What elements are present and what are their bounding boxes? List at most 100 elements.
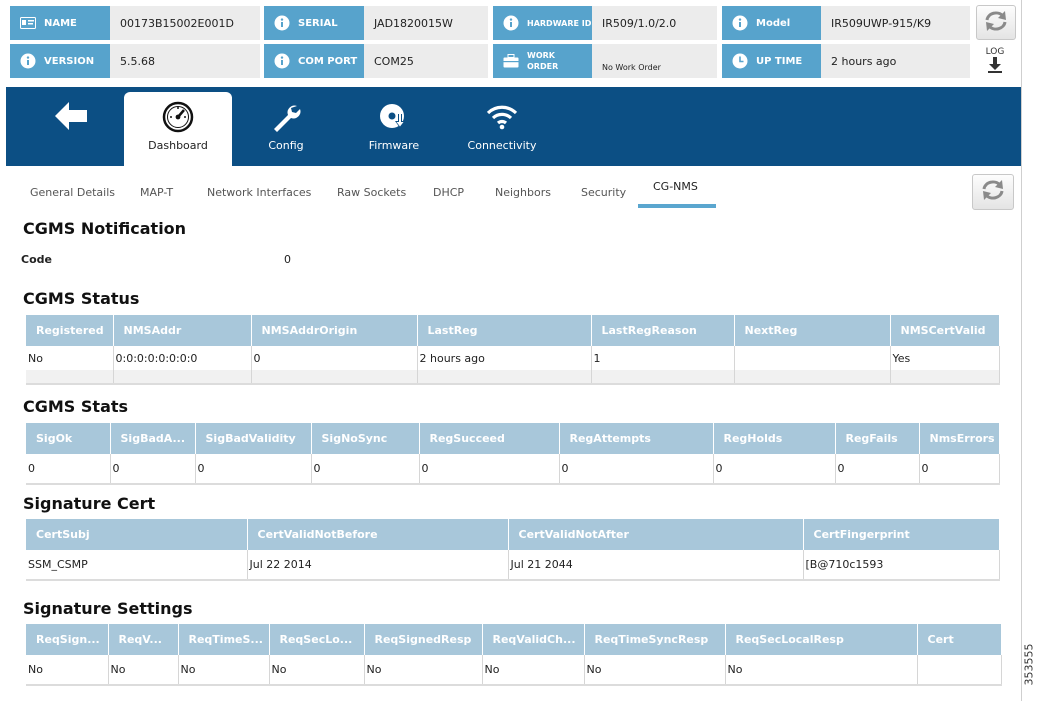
refresh-device-button[interactable]: [976, 5, 1016, 40]
table-cell: [917, 655, 1002, 686]
cgms-notification-title: CGMS Notification: [23, 219, 187, 238]
back-button[interactable]: [52, 101, 92, 135]
subtab-cg-nms[interactable]: CG-NMS: [653, 180, 698, 193]
column-header[interactable]: ReqTimeSyncResp: [584, 624, 726, 655]
refresh-tab-button[interactable]: [972, 174, 1014, 210]
column-header[interactable]: CertValidNotAfter: [508, 519, 804, 550]
table-cell: SSM_CSMP: [26, 550, 248, 581]
table-row[interactable]: 0 0 0 0 0 0 0 0 0: [26, 454, 1000, 485]
table-row[interactable]: No No No No No No No No: [26, 655, 1002, 686]
column-header[interactable]: NextReg: [734, 315, 891, 346]
comport-label: COM PORT: [264, 44, 364, 78]
subtab-neighbors[interactable]: Neighbors: [495, 186, 551, 199]
subtab-map-t[interactable]: MAP-T: [140, 186, 174, 199]
subtab-security[interactable]: Security: [581, 186, 627, 199]
table-cell: 0: [919, 454, 1000, 485]
column-header[interactable]: NMSCertValid: [890, 315, 1000, 346]
column-header[interactable]: ReqSecLocalResp: [725, 624, 918, 655]
column-header[interactable]: Cert: [917, 624, 1002, 655]
info-icon: [20, 53, 36, 69]
tab-firmware[interactable]: Firmware: [340, 92, 448, 166]
table-header-row: Registered NMSAddr NMSAddrOrigin LastReg…: [26, 315, 1000, 346]
column-header[interactable]: RegSucceed: [419, 423, 560, 454]
figure-number-text: 353555: [1022, 643, 1036, 686]
column-header[interactable]: RegFails: [835, 423, 920, 454]
download-log-button[interactable]: LOG: [978, 44, 1012, 78]
table-header-row: SigOk SigBadA... SigBadValidity SigNoSyn…: [26, 423, 1000, 454]
table-empty-row: [26, 370, 1000, 385]
uptime-label: UP TIME: [722, 44, 821, 78]
info-hardware-id: HARDWARE ID IR509/1.0/2.0: [493, 6, 717, 40]
signature-cert-title: Signature Cert: [23, 494, 156, 513]
column-header[interactable]: SigBadValidity: [195, 423, 312, 454]
column-header[interactable]: NMSAddrOrigin: [251, 315, 418, 346]
column-header[interactable]: ReqV...: [108, 624, 179, 655]
subtab-network-interfaces[interactable]: Network Interfaces: [207, 186, 312, 199]
column-header[interactable]: Registered: [26, 315, 114, 346]
comport-value: COM25: [364, 44, 488, 78]
table-cell: 0: [26, 454, 111, 485]
tab-connectivity[interactable]: Connectivity: [448, 92, 556, 166]
info-icon: [274, 15, 290, 31]
info-icon: [274, 53, 290, 69]
info-up-time: UP TIME 2 hours ago: [722, 44, 970, 78]
table-header-row: CertSubj CertValidNotBefore CertValidNot…: [26, 519, 1000, 550]
column-header[interactable]: RegAttempts: [559, 423, 714, 454]
name-label: NAME: [10, 6, 110, 40]
table-cell: 0: [419, 454, 560, 485]
tab-dashboard-label: Dashboard: [148, 139, 208, 152]
uptime-value: 2 hours ago: [821, 44, 970, 78]
column-header[interactable]: SigNoSync: [311, 423, 420, 454]
column-header[interactable]: ReqTimeS...: [178, 624, 270, 655]
column-header[interactable]: SigOk: [26, 423, 111, 454]
info-name: NAME 00173B15002E001D: [10, 6, 260, 40]
device-info-bar: NAME 00173B15002E001D SERIAL JAD1820015W…: [0, 0, 1022, 86]
info-version: VERSION 5.5.68: [10, 44, 260, 78]
column-header[interactable]: ReqSignedResp: [364, 624, 483, 655]
tab-dashboard[interactable]: Dashboard: [124, 92, 232, 166]
model-value: IR509UWP-915/K9: [821, 6, 970, 40]
column-header[interactable]: NMSAddr: [113, 315, 252, 346]
column-header[interactable]: LastReg: [417, 315, 592, 346]
table-cell: [B@710c1593: [803, 550, 1000, 581]
table-cell: No: [26, 655, 109, 686]
column-header[interactable]: CertValidNotBefore: [247, 519, 509, 550]
table-cell: No: [178, 655, 270, 686]
figure-number: 353555: [1022, 640, 1040, 690]
tab-config[interactable]: Config: [232, 92, 340, 166]
column-header[interactable]: ReqSecLo...: [269, 624, 365, 655]
column-header[interactable]: RegHolds: [713, 423, 836, 454]
column-header[interactable]: SigBadA...: [110, 423, 196, 454]
table-cell: No: [269, 655, 365, 686]
log-label: LOG: [985, 46, 1005, 57]
back-arrow-icon: [55, 102, 89, 134]
active-tab-indicator: [638, 204, 716, 208]
model-label: Model: [722, 6, 821, 40]
table-cell: 0: [110, 454, 196, 485]
hardware-value: IR509/1.0/2.0: [592, 6, 717, 40]
table-cell: Yes: [890, 346, 1000, 370]
column-header[interactable]: ReqValidCh...: [482, 624, 585, 655]
column-header[interactable]: CertSubj: [26, 519, 248, 550]
column-header[interactable]: NmsErrors: [919, 423, 1000, 454]
workorder-label: WORK ORDER: [493, 44, 592, 78]
subtab-raw-sockets[interactable]: Raw Sockets: [337, 186, 407, 199]
subtab-dhcp[interactable]: DHCP: [433, 186, 465, 199]
info-model: Model IR509UWP-915/K9: [722, 6, 970, 40]
info-serial: SERIAL JAD1820015W: [264, 6, 488, 40]
version-value: 5.5.68: [110, 44, 260, 78]
column-header[interactable]: CertFingerprint: [803, 519, 1000, 550]
table-row[interactable]: SSM_CSMP Jul 22 2014 Jul 21 2044 [B@710c…: [26, 550, 1000, 581]
table-cell: Jul 21 2044: [508, 550, 804, 581]
refresh-icon: [980, 179, 1006, 205]
table-cell: 1: [591, 346, 735, 370]
tab-config-label: Config: [268, 139, 304, 152]
version-label: VERSION: [10, 44, 110, 78]
column-header[interactable]: LastRegReason: [591, 315, 735, 346]
info-icon: [732, 15, 748, 31]
column-header[interactable]: ReqSign...: [26, 624, 109, 655]
cgms-status-title: CGMS Status: [23, 289, 140, 308]
subtab-general-details[interactable]: General Details: [30, 186, 115, 199]
sub-tab-bar: General Details MAP-T Network Interfaces…: [6, 166, 1021, 211]
table-row[interactable]: No 0:0:0:0:0:0:0:0 0 2 hours ago 1 Yes: [26, 346, 1000, 370]
